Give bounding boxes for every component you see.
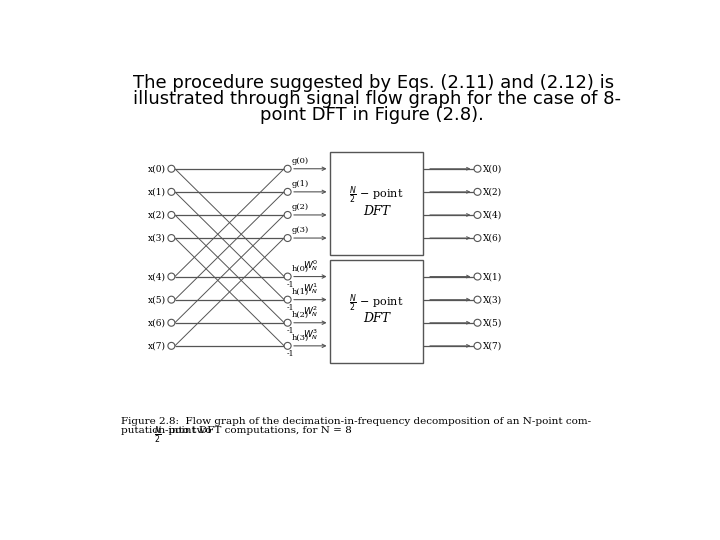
Circle shape: [474, 319, 481, 326]
Text: Figure 2.8:  Flow graph of the decimation-in-frequency decomposition of an N-poi: Figure 2.8: Flow graph of the decimation…: [121, 417, 591, 426]
Circle shape: [474, 342, 481, 349]
Circle shape: [284, 296, 291, 303]
Text: $W_N^2$: $W_N^2$: [303, 304, 319, 319]
Text: -1: -1: [287, 327, 294, 335]
Text: x(4): x(4): [148, 272, 166, 281]
Text: h(2): h(2): [292, 311, 309, 319]
Circle shape: [474, 273, 481, 280]
Text: -1: -1: [287, 304, 294, 312]
Text: DFT: DFT: [364, 313, 390, 326]
Text: x(0): x(0): [148, 164, 166, 173]
Circle shape: [168, 234, 175, 241]
Circle shape: [168, 212, 175, 218]
Bar: [330, 260, 423, 363]
Text: $W_N^1$: $W_N^1$: [303, 281, 319, 296]
Text: X(6): X(6): [483, 233, 502, 242]
Circle shape: [168, 165, 175, 172]
Circle shape: [474, 165, 481, 172]
Text: h(0): h(0): [292, 265, 309, 273]
Circle shape: [284, 188, 291, 195]
Circle shape: [168, 319, 175, 326]
Text: $W_N^0$: $W_N^0$: [303, 258, 319, 273]
Circle shape: [474, 234, 481, 241]
Circle shape: [474, 212, 481, 218]
Text: x(7): x(7): [148, 341, 166, 350]
Text: g(3): g(3): [292, 226, 309, 234]
Circle shape: [168, 342, 175, 349]
Circle shape: [474, 296, 481, 303]
Text: -1: -1: [287, 281, 294, 289]
Text: x(1): x(1): [148, 187, 166, 197]
Text: point DFT in Figure (2.8).: point DFT in Figure (2.8).: [261, 106, 485, 124]
Text: x(3): x(3): [148, 233, 166, 242]
Circle shape: [284, 342, 291, 349]
Text: DFT: DFT: [364, 205, 390, 218]
Text: putation into two: putation into two: [121, 426, 215, 435]
Text: X(0): X(0): [483, 164, 502, 173]
Text: h(1): h(1): [292, 288, 309, 296]
Text: X(2): X(2): [483, 187, 502, 197]
Text: $\frac{N}{2}$ $-$ point: $\frac{N}{2}$ $-$ point: [349, 293, 404, 314]
Circle shape: [284, 234, 291, 241]
Text: X(3): X(3): [483, 295, 502, 304]
Text: $W_N^3$: $W_N^3$: [303, 327, 319, 342]
Text: g(2): g(2): [292, 203, 309, 211]
Text: x(5): x(5): [148, 295, 166, 304]
Text: h(3): h(3): [292, 334, 309, 342]
Text: X(5): X(5): [483, 318, 503, 327]
Text: illustrated through signal flow graph for the case of 8-: illustrated through signal flow graph fo…: [132, 90, 621, 108]
Text: x(6): x(6): [148, 318, 166, 327]
Circle shape: [284, 319, 291, 326]
Text: The procedure suggested by Eqs. (2.11) and (2.12) is: The procedure suggested by Eqs. (2.11) a…: [132, 74, 613, 92]
Text: X(7): X(7): [483, 341, 502, 350]
Text: -1: -1: [287, 350, 294, 359]
Circle shape: [168, 296, 175, 303]
Text: g(0): g(0): [292, 157, 309, 165]
Circle shape: [284, 165, 291, 172]
Circle shape: [168, 188, 175, 195]
Text: x(2): x(2): [148, 211, 166, 219]
Text: $\frac{N}{2}$ $-$ point: $\frac{N}{2}$ $-$ point: [349, 185, 404, 206]
Bar: [330, 152, 423, 255]
Circle shape: [284, 273, 291, 280]
Text: X(4): X(4): [483, 211, 502, 219]
Text: $\frac{N}{2}$: $\frac{N}{2}$: [153, 424, 161, 446]
Circle shape: [168, 273, 175, 280]
Circle shape: [284, 212, 291, 218]
Circle shape: [474, 188, 481, 195]
Text: -point DFT computations, for N = 8: -point DFT computations, for N = 8: [165, 426, 352, 435]
Text: g(1): g(1): [292, 180, 309, 188]
Text: X(1): X(1): [483, 272, 502, 281]
